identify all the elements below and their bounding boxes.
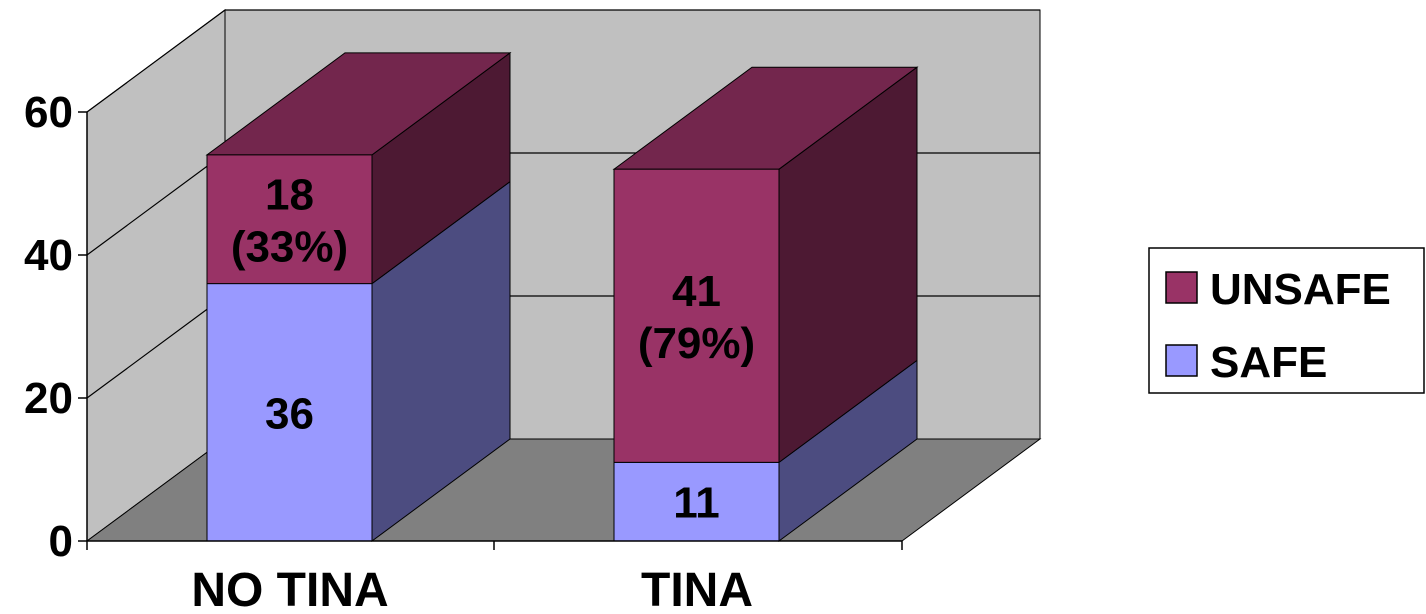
axes: 0 20 40 60 NO TINA TINA: [24, 88, 903, 614]
data-label-unsafe-1: 41: [672, 267, 721, 316]
legend-label-safe: SAFE: [1210, 338, 1327, 387]
bars: [205, 51, 919, 542]
data-label-unsafe-0: 18: [265, 170, 314, 219]
bar-unsafe-0: [206, 154, 373, 285]
x-category-label: NO TINA: [191, 564, 388, 614]
legend-swatch-safe: [1165, 344, 1198, 377]
y-tick-label: 0: [49, 517, 73, 566]
bar-safe-1: [613, 461, 780, 542]
bar-unsafe-1: [613, 168, 780, 463]
data-label-unsafe-0: (33%): [231, 222, 348, 271]
data-label-unsafe-1: (79%): [638, 319, 755, 368]
legend-label-unsafe: UNSAFE: [1210, 265, 1391, 314]
legend: UNSAFE SAFE: [1148, 247, 1425, 394]
data-labels: 36 18(33%) 11 41(79%): [231, 170, 755, 527]
y-tick-label: 40: [24, 231, 73, 280]
x-category-label: TINA: [641, 564, 753, 614]
legend-swatch-unsafe: [1165, 271, 1198, 304]
gridline-60: [86, 9, 1040, 113]
y-tick-label: 60: [24, 88, 73, 137]
data-label-safe-1: 11: [673, 479, 720, 528]
data-label-safe-0: 36: [265, 389, 314, 438]
y-tick-label: 20: [24, 374, 73, 423]
